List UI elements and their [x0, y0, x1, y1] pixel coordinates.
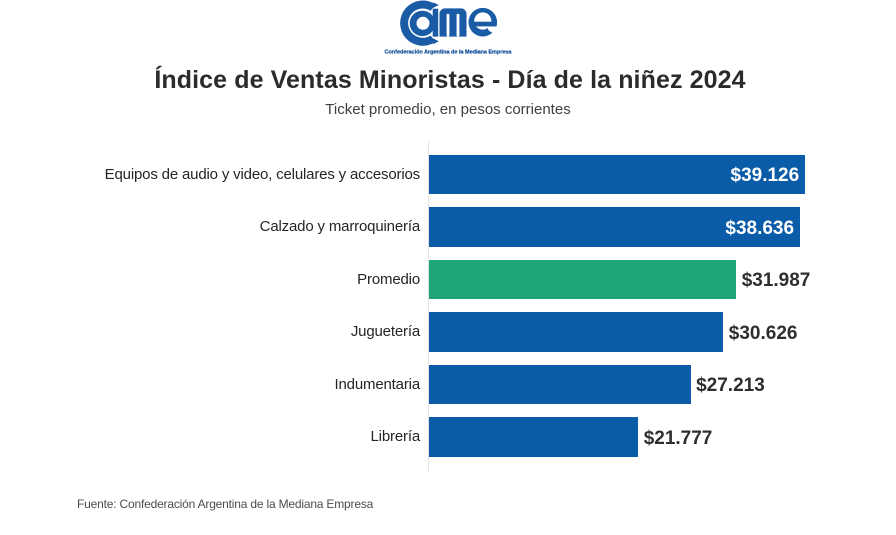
- svg-text:Confederación Argentina de la: Confederación Argentina de la Mediana Em…: [385, 49, 513, 55]
